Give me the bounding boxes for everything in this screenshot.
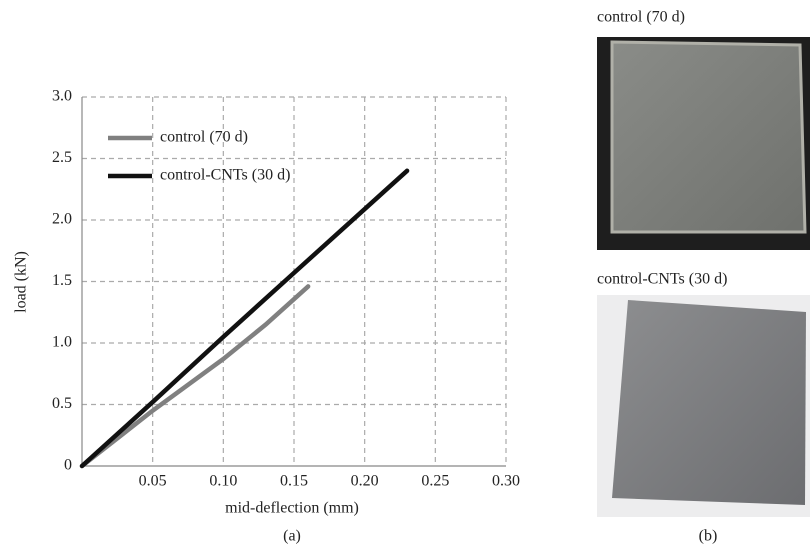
- x-tick-label: 0.30: [492, 473, 520, 490]
- photo-caption: control-CNTs (30 d): [597, 271, 727, 288]
- x-axis-label: mid-deflection (mm): [225, 500, 359, 517]
- y-tick-label: 3.0: [52, 88, 72, 105]
- x-tick-label: 0.20: [351, 473, 379, 490]
- y-tick-label: 0.5: [52, 395, 72, 412]
- x-tick-label: 0.15: [280, 473, 308, 490]
- panel-label: (b): [699, 528, 718, 545]
- figure: control (70 d) control-CNTs (30 d) (a) (…: [0, 0, 810, 549]
- photo-caption: control (70 d): [597, 9, 685, 26]
- page: {"chart_data": {"type": "line", "xlabel"…: [0, 0, 810, 549]
- x-tick-label: 0.10: [209, 473, 237, 490]
- specimen: [612, 42, 805, 232]
- y-tick-label: 0: [64, 457, 72, 474]
- legend-label: control-CNTs (30 d): [160, 167, 290, 184]
- y-tick-label: 1.0: [52, 334, 72, 351]
- series-line: [82, 171, 407, 466]
- y-tick-label: 1.5: [52, 272, 72, 289]
- panel-label: (a): [283, 528, 301, 545]
- x-tick-label: 0.05: [139, 473, 167, 490]
- x-tick-label: 0.25: [421, 473, 449, 490]
- specimen: [612, 300, 806, 505]
- series-line: [82, 286, 308, 466]
- legend-label: control (70 d): [160, 129, 248, 146]
- y-tick-label: 2.5: [52, 149, 72, 166]
- y-axis-label: load (kN): [13, 251, 30, 313]
- y-tick-label: 2.0: [52, 211, 72, 228]
